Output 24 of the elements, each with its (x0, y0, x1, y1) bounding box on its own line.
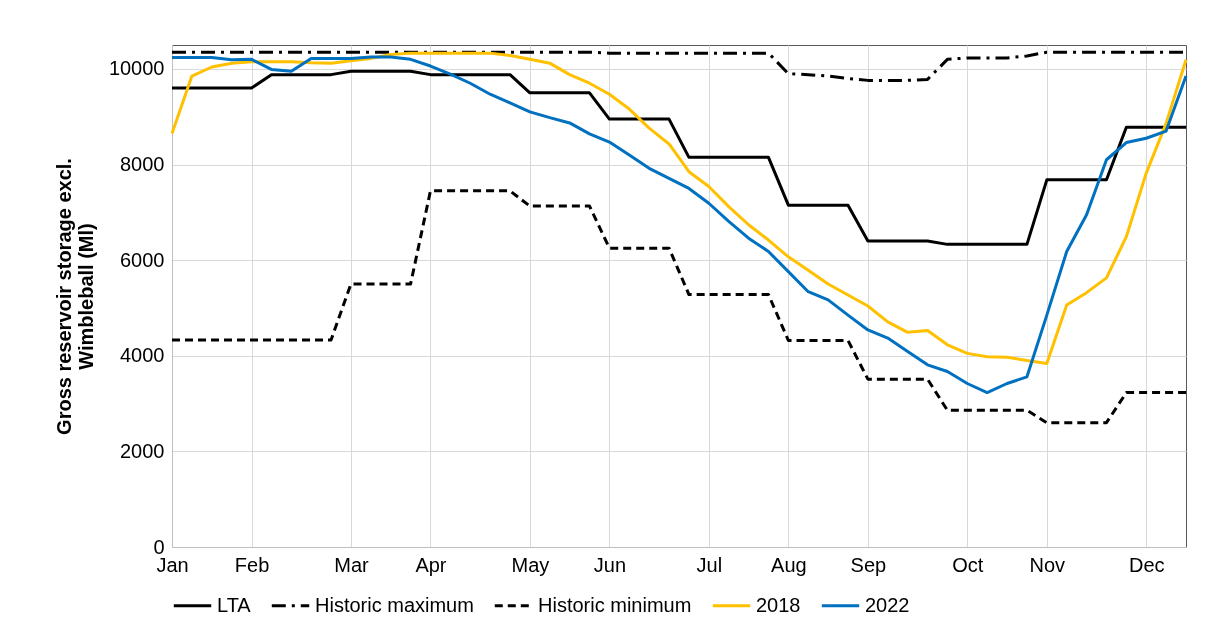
x-tick-label: Feb (234, 553, 270, 576)
x-tick-label: Aug (771, 553, 807, 576)
x-tick-label: Mar (334, 553, 369, 576)
legend-label: 2022 (865, 593, 910, 616)
y-tick-label: 4000 (120, 344, 165, 367)
x-tick-label: Apr (415, 553, 447, 576)
legend-label: Historic maximum (315, 593, 474, 616)
legend-label: LTA (217, 593, 252, 616)
legend-label: Historic minimum (538, 593, 692, 616)
y-tick-label: 6000 (120, 248, 165, 271)
y-axis-title: Gross reservoir storage excl. Wimbleball (Ml) (52, 158, 97, 435)
x-tick-label: May (511, 553, 550, 576)
legend-label: 2018 (756, 593, 801, 616)
x-tick-label: Sep (850, 553, 887, 576)
x-tick-label: Oct (952, 553, 984, 576)
y-tick-label: 8000 (120, 153, 165, 176)
x-tick-label: Jun (593, 553, 627, 576)
y-tick-label: 2000 (120, 439, 165, 462)
line-series (170, 189, 1188, 425)
y-tick-label: 10000 (108, 57, 165, 80)
x-tick-label: Jul (696, 553, 723, 576)
line-series (170, 69, 1188, 246)
x-tick-label: Dec (1128, 553, 1165, 576)
x-tick-label: Nov (1029, 553, 1066, 576)
